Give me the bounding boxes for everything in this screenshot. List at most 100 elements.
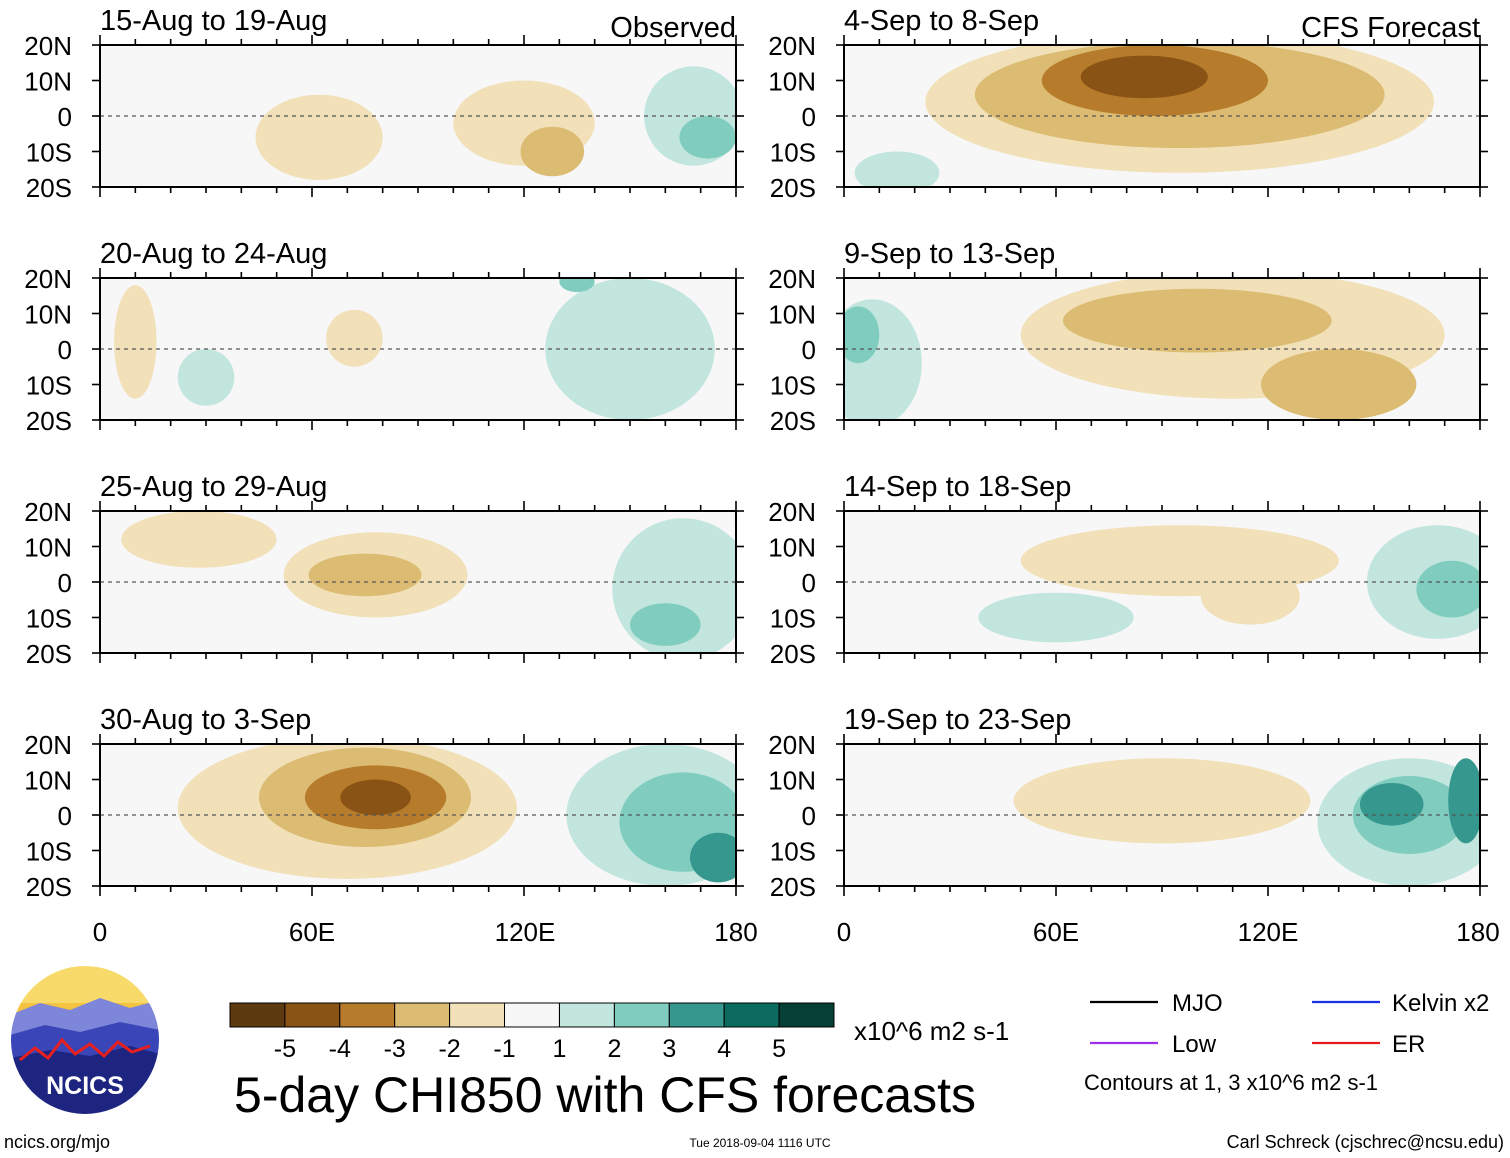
- anomaly-region: [978, 592, 1134, 643]
- colorbar-swatch: [559, 1002, 615, 1028]
- colorbar-tick-label: 5: [772, 1035, 786, 1063]
- anomaly-region: [854, 151, 940, 187]
- x-tick-label: 60E: [1033, 917, 1079, 947]
- panel-fc-1: 4-Sep to 8-Sep CFS Forecast 20N 10N 0 10S 20S: [768, 5, 1488, 203]
- x-tick-label: 0: [837, 917, 851, 947]
- y-tick-label: 10N: [24, 766, 72, 796]
- panel-date-label: 15-Aug to 19-Aug: [100, 5, 327, 37]
- panel-fc-2: 9-Sep to 13-Sep 20N 10N 0 10S 20S: [768, 238, 1488, 436]
- colorbar-tick-label: 1: [553, 1035, 567, 1063]
- source-url: ncics.org/mjo: [4, 1132, 110, 1152]
- panel-date-label: 14-Sep to 18-Sep: [844, 471, 1071, 503]
- colorbar-tick-label: 2: [607, 1035, 621, 1063]
- y-tick-label: 10S: [770, 138, 816, 168]
- anomaly-region: [326, 309, 383, 367]
- colorbar-tick-label: 4: [717, 1035, 731, 1063]
- panel-obs-4: 30-Aug to 3-Sep 20N 10N 0 10S 20S: [24, 704, 744, 902]
- panel-date-label: 9-Sep to 13-Sep: [844, 238, 1055, 270]
- panel-obs-3: 25-Aug to 29-Aug 20N 10N 0 10S 20S: [24, 471, 744, 669]
- anomaly-region: [121, 511, 277, 568]
- x-tick-label: 120E: [1238, 917, 1299, 947]
- column-label: Observed: [610, 12, 736, 44]
- panel-fc-3: 14-Sep to 18-Sep 20N 10N 0 10S 20S: [768, 471, 1488, 669]
- logo-temperature-line: [19, 1037, 151, 1062]
- y-tick-label: 10S: [26, 604, 72, 634]
- anomaly-region: [340, 779, 411, 816]
- y-tick-label: 20S: [770, 406, 816, 436]
- anomaly-region: [177, 349, 235, 406]
- colorbar: -5 -4 -3 -2 -1 1 2 3 4 5: [229, 1002, 835, 1063]
- y-tick-label: 20S: [770, 872, 816, 902]
- y-tick-label: 10S: [770, 837, 816, 867]
- y-tick-label: 20N: [24, 264, 72, 294]
- y-tick-label: 20N: [24, 497, 72, 527]
- colorbar-tick-label: 3: [662, 1035, 676, 1063]
- legend-label-kelvin: Kelvin x2: [1392, 990, 1489, 1017]
- legend-label-low: Low: [1172, 1031, 1217, 1058]
- panels-area: 15-Aug to 19-Aug Observed 20N 10N 0 10S 20S 20-…: [24, 5, 1488, 902]
- colorbar-tick-label: -4: [329, 1035, 351, 1063]
- panel-obs-1: 15-Aug to 19-Aug Observed 20N 10N 0 10S 20S: [24, 5, 744, 203]
- panel-date-label: 25-Aug to 29-Aug: [100, 471, 327, 503]
- anomaly-region: [1448, 758, 1480, 844]
- y-tick-label: 10N: [24, 67, 72, 97]
- y-tick-label: 10S: [770, 604, 816, 634]
- y-tick-label: 10N: [24, 533, 72, 563]
- y-tick-label: 20N: [768, 497, 816, 527]
- y-tick-label: 20N: [768, 730, 816, 760]
- y-tick-label: 10S: [26, 371, 72, 401]
- y-tick-label: 0: [58, 335, 72, 365]
- panel-date-label: 4-Sep to 8-Sep: [844, 5, 1039, 37]
- x-tick-label: 60E: [289, 917, 335, 947]
- y-tick-label: 10S: [26, 138, 72, 168]
- column-label: CFS Forecast: [1301, 12, 1480, 44]
- anomaly-region: [1261, 349, 1417, 420]
- anomaly-region: [630, 603, 701, 646]
- ncics-logo: NCICS: [9, 964, 161, 1116]
- legend: MJO Kelvin x2 Low ER Contours at 1, 3 x1…: [1084, 990, 1489, 1095]
- y-tick-label: 20S: [770, 639, 816, 669]
- y-tick-label: 0: [58, 568, 72, 598]
- y-tick-label: 0: [58, 801, 72, 831]
- anomaly-region: [1013, 758, 1311, 844]
- colorbar-swatch: [339, 1002, 396, 1028]
- panel-date-label: 30-Aug to 3-Sep: [100, 704, 311, 736]
- colorbar-swatch: [778, 1002, 835, 1028]
- anomaly-region: [1359, 783, 1424, 826]
- x-tick-label: 180: [1456, 917, 1499, 947]
- author-credit: Carl Schreck (cjschrec@ncsu.edu): [1227, 1132, 1504, 1152]
- panel-field-group: [121, 511, 736, 653]
- colorbar-swatch: [229, 1002, 286, 1028]
- colorbar-swatch: [284, 1002, 341, 1028]
- panel-field-group: [177, 744, 736, 886]
- colorbar-tick-label: -2: [438, 1035, 460, 1063]
- y-tick-label: 20S: [26, 639, 72, 669]
- anomaly-region: [255, 94, 383, 180]
- timestamp: Tue 2018-09-04 1116 UTC: [689, 1136, 831, 1150]
- y-tick-label: 0: [802, 102, 816, 132]
- colorbar-swatch: [613, 1002, 670, 1028]
- y-tick-label: 20S: [26, 872, 72, 902]
- logo-ring: [9, 964, 161, 1116]
- y-tick-label: 20S: [26, 406, 72, 436]
- y-tick-label: 20N: [24, 730, 72, 760]
- anomaly-region: [679, 116, 736, 159]
- panel-background: [100, 45, 736, 187]
- legend-label-mjo: MJO: [1172, 990, 1223, 1017]
- anomaly-region: [690, 832, 736, 883]
- y-tick-label: 0: [58, 102, 72, 132]
- y-tick-label: 20N: [768, 264, 816, 294]
- y-tick-label: 0: [802, 568, 816, 598]
- y-tick-label: 0: [802, 335, 816, 365]
- x-tick-label: 180: [714, 917, 757, 947]
- panel-date-label: 19-Sep to 23-Sep: [844, 704, 1071, 736]
- logo-sky-band: [10, 965, 160, 1003]
- panel-date-label: 20-Aug to 24-Aug: [100, 238, 327, 270]
- contour-note: Contours at 1, 3 x10^6 m2 s-1: [1084, 1070, 1378, 1095]
- y-tick-label: 20S: [770, 173, 816, 203]
- y-tick-label: 10S: [770, 371, 816, 401]
- y-tick-label: 20S: [26, 173, 72, 203]
- x-tick-label: 120E: [495, 917, 556, 947]
- y-tick-label: 10N: [768, 766, 816, 796]
- colorbar-tick-label: -5: [274, 1035, 296, 1063]
